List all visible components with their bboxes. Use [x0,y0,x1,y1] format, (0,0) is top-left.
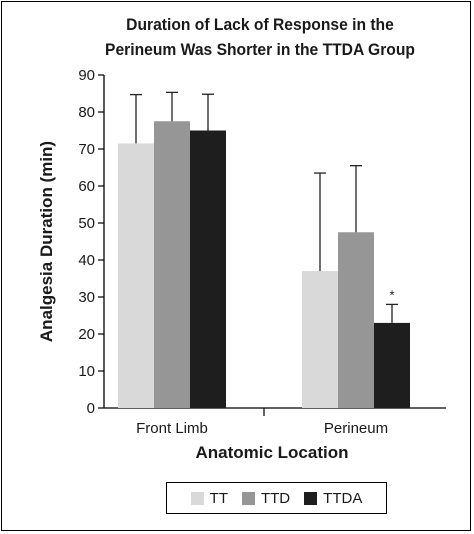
y-tick-label: 40 [78,252,95,269]
legend-swatch [304,491,318,505]
y-tick-label: 50 [78,215,95,232]
bar [374,322,410,408]
x-tick-label: Perineum [324,420,388,437]
legend-swatch [241,491,255,505]
y-tick-label: 20 [78,326,95,343]
chart-labels: 0 10 20 30 40 50 60 70 80 90 Front Limb Perineum * [78,67,394,437]
legend-item: TT [190,489,228,507]
legend-label: TTD [260,489,291,507]
chart-title-line-1: Duration of Lack of Response in the [126,15,394,34]
y-tick-label: 0 [87,400,95,417]
y-axis-title: Analgesia Duration (min) [37,141,56,342]
bar [302,271,338,408]
chart-error-bars [130,91,398,323]
y-tick-label: 30 [78,289,95,306]
bar [190,130,226,408]
legend-item: TTD [241,489,291,507]
x-axis-title: Anatomic Location [195,443,348,462]
y-tick-label: 80 [78,104,95,121]
x-tick-label: Front Limb [136,420,208,437]
bar [338,232,374,408]
bar [154,121,190,408]
chart-legend: TT TTD TTDA [166,482,387,514]
legend-label: TT [209,489,228,507]
y-tick-label: 90 [78,67,95,84]
y-tick-label: 70 [78,141,95,158]
significance-marker: * [389,287,394,302]
bar [118,143,154,408]
y-tick-label: 60 [78,178,95,195]
legend-label: TTDA [323,489,363,507]
chart-bars [118,121,410,408]
chart-title-line-2: Perineum Was Shorter in the TTDA Group [105,40,415,59]
y-tick-label: 10 [78,363,95,380]
legend-swatch [190,491,204,505]
legend-item: TTDA [304,490,362,507]
chart-title: Duration of Lack of Response in the Peri… [76,12,444,62]
